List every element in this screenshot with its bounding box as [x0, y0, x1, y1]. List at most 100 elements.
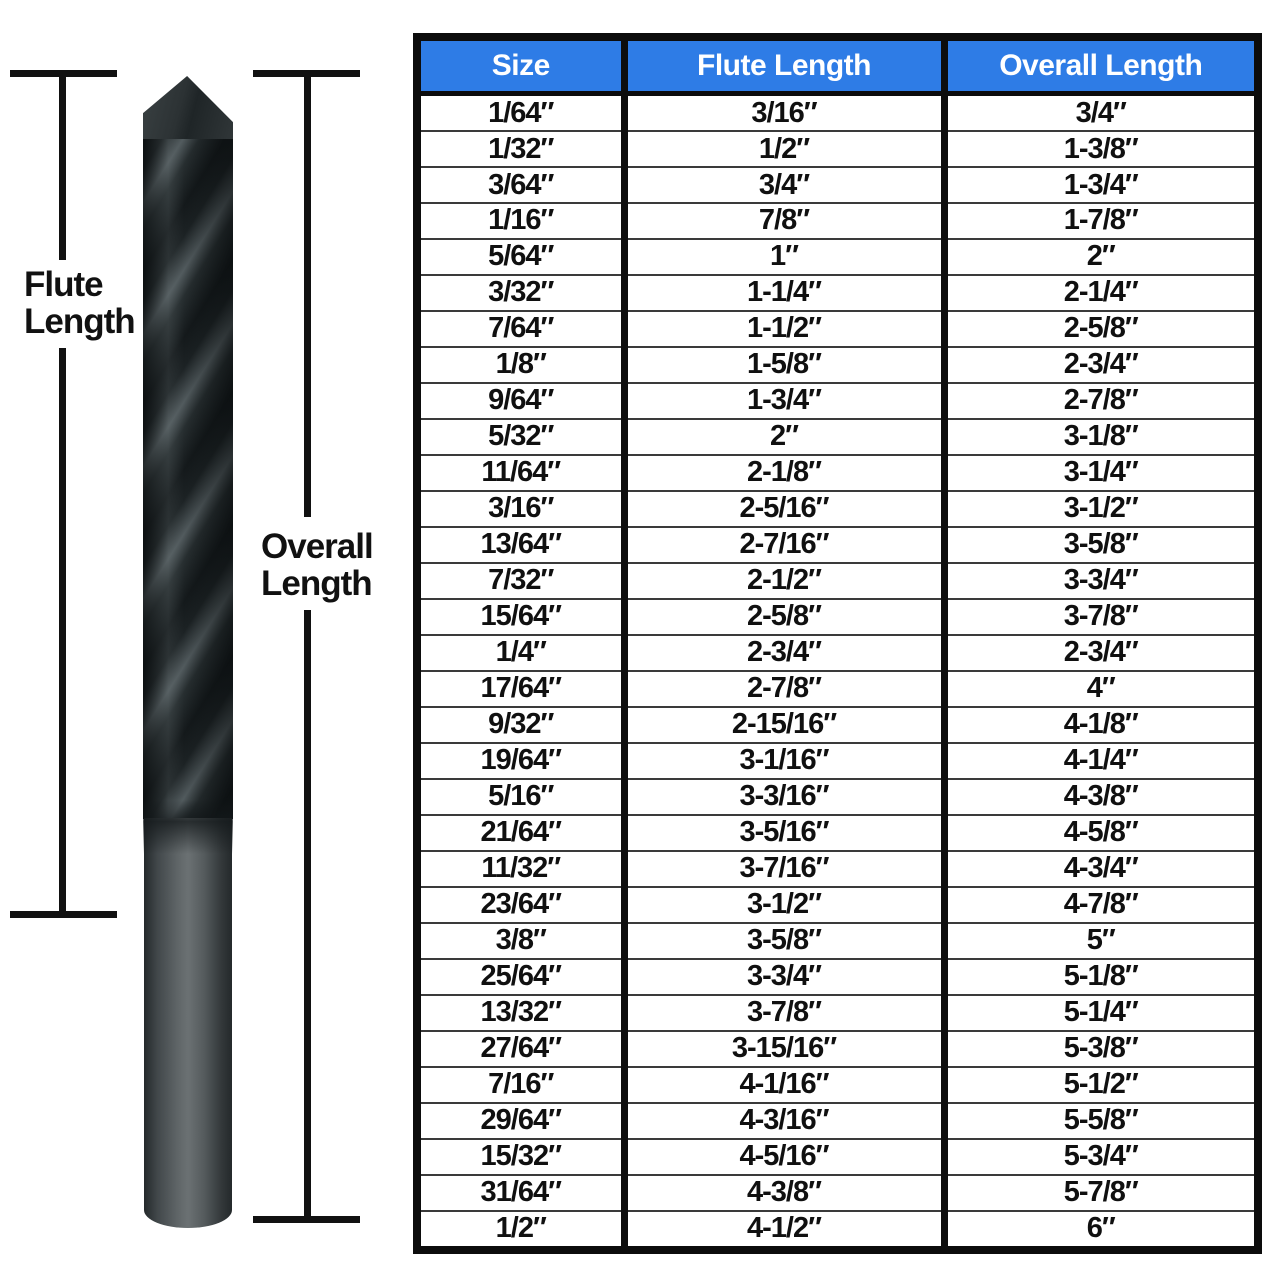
table-cell: 1-1/2″	[620, 309, 944, 347]
table-cell: 5-3/4″	[940, 1137, 1258, 1175]
table-cell: 3-5/8″	[620, 921, 944, 959]
table-row: 13/64″ 2-7/16″ 3-5/8″	[417, 525, 1258, 563]
table-row: 29/64″ 4-3/16″ 5-5/8″	[417, 1101, 1258, 1139]
table-cell: 29/64″	[417, 1101, 624, 1139]
column-header-overall-length: Overall Length	[940, 37, 1258, 96]
table-row: 25/64″ 3-3/4″ 5-1/8″	[417, 957, 1258, 995]
table-cell: 3-1/2″	[620, 885, 944, 923]
table-cell: 2-7/8″	[620, 669, 944, 707]
table-row: 7/32″ 2-1/2″ 3-3/4″	[417, 561, 1258, 599]
table-cell: 3-5/16″	[620, 813, 944, 851]
table-cell: 5-1/4″	[940, 993, 1258, 1031]
table-cell: 4-1/4″	[940, 741, 1258, 779]
table-cell: 2-7/8″	[940, 381, 1258, 419]
table-cell: 5-7/8″	[940, 1173, 1258, 1211]
table-cell: 1-3/4″	[940, 166, 1258, 203]
table-cell: 1/4″	[417, 633, 624, 671]
table-cell: 11/32″	[417, 849, 624, 887]
table-cell: 23/64″	[417, 885, 624, 923]
table-cell: 4-3/8″	[940, 777, 1258, 815]
table-cell: 4-1/8″	[940, 705, 1258, 743]
table-row: 5/64″ 1″ 2″	[417, 237, 1258, 275]
table-cell: 15/64″	[417, 597, 624, 635]
table-row: 11/64″ 2-1/8″ 3-1/4″	[417, 453, 1258, 491]
flute-dim-lower-segment	[59, 348, 66, 914]
table-cell: 9/32″	[417, 705, 624, 743]
table-cell: 2″	[940, 237, 1258, 275]
table-row: 21/64″ 3-5/16″ 4-5/8″	[417, 813, 1258, 851]
table-cell: 7/32″	[417, 561, 624, 599]
table-cell: 3-3/4″	[940, 561, 1258, 599]
column-header-size: Size	[417, 37, 624, 96]
size-table-body: 1/64″ 3/16″ 3/4″ 1/32″ 1/2″ 1-3/8″ 3/64″ 3/4″ 1-…	[417, 93, 1258, 1250]
table-row: 3/32″ 1-1/4″ 2-1/4″	[417, 273, 1258, 311]
size-table: Size Flute Length Overall Length 1/64″ 3/…	[413, 33, 1262, 1254]
table-cell: 3/32″	[417, 273, 624, 311]
table-cell: 5-1/8″	[940, 957, 1258, 995]
table-cell: 4-7/8″	[940, 885, 1258, 923]
table-cell: 1″	[620, 237, 944, 275]
drill-shank	[144, 818, 232, 1228]
table-row: 19/64″ 3-1/16″ 4-1/4″	[417, 741, 1258, 779]
overall-dim-bottom-cap	[253, 1216, 360, 1223]
table-cell: 1/2″	[620, 130, 944, 168]
table-cell: 1-7/8″	[940, 202, 1258, 239]
table-cell: 1-5/8″	[620, 345, 944, 383]
table-cell: 3-5/8″	[940, 525, 1258, 563]
table-cell: 3/16″	[620, 93, 944, 132]
table-cell: 5/16″	[417, 777, 624, 815]
table-row: 7/16″ 4-1/16″ 5-1/2″	[417, 1065, 1258, 1103]
table-cell: 5-3/8″	[940, 1029, 1258, 1067]
table-cell: 27/64″	[417, 1029, 624, 1067]
table-row: 9/32″ 2-15/16″ 4-1/8″	[417, 705, 1258, 743]
table-cell: 2″	[620, 417, 944, 455]
table-cell: 3-1/8″	[940, 417, 1258, 455]
table-row: 31/64″ 4-3/8″ 5-7/8″	[417, 1173, 1258, 1211]
table-cell: 13/64″	[417, 525, 624, 563]
table-row: 7/64″ 1-1/2″ 2-5/8″	[417, 309, 1258, 347]
table-cell: 4-3/4″	[940, 849, 1258, 887]
table-cell: 5/64″	[417, 237, 624, 275]
table-cell: 3-7/8″	[940, 597, 1258, 635]
table-row: 3/64″ 3/4″ 1-3/4″	[417, 166, 1258, 203]
table-cell: 7/64″	[417, 309, 624, 347]
table-cell: 1/64″	[488, 96, 554, 129]
table-cell: 3-15/16″	[620, 1029, 944, 1067]
table-cell: 1/16″	[417, 202, 624, 239]
table-cell: 2-5/16″	[620, 489, 944, 527]
table-row: 15/32″ 4-5/16″ 5-3/4″	[417, 1137, 1258, 1175]
flute-dim-bottom-cap	[10, 911, 117, 918]
table-cell: 4″	[940, 669, 1258, 707]
table-cell: 15/32″	[417, 1137, 624, 1175]
table-cell: 3-1/16″	[620, 741, 944, 779]
table-cell: 2-7/16″	[620, 525, 944, 563]
table-cell: 13/32″	[417, 993, 624, 1031]
table-row: 11/32″ 3-7/16″ 4-3/4″	[417, 849, 1258, 887]
size-table-header: Size Flute Length Overall Length	[417, 37, 1258, 96]
table-cell: 3-1/4″	[940, 453, 1258, 491]
table-cell: 3/64″	[417, 166, 624, 203]
table-cell: 1-3/8″	[940, 130, 1258, 168]
table-cell: 4-3/16″	[620, 1101, 944, 1139]
table-cell: 1/32″	[417, 130, 624, 168]
flute-dim-upper-segment	[59, 70, 66, 260]
table-cell: 2-5/8″	[940, 309, 1258, 347]
table-cell: 5″	[940, 921, 1258, 959]
table-row: 27/64″ 3-15/16″ 5-3/8″	[417, 1029, 1258, 1067]
flute-length-label: Flute Length	[24, 265, 136, 341]
table-cell: 11/64″	[417, 453, 624, 491]
table-cell: 2-3/4″	[940, 345, 1258, 383]
table-row: 1/8″ 1-5/8″ 2-3/4″	[417, 345, 1258, 383]
table-cell: 6″	[940, 1209, 1258, 1250]
table-cell: 3/8″	[417, 921, 624, 959]
table-row: 23/64″ 3-1/2″ 4-7/8″	[417, 885, 1258, 923]
table-cell: 1-1/4″	[620, 273, 944, 311]
table-row: 13/32″ 3-7/8″ 5-1/4″	[417, 993, 1258, 1031]
table-row: 1/32″ 1/2″ 1-3/8″	[417, 130, 1258, 168]
table-row: 17/64″ 2-7/8″ 4″	[417, 669, 1258, 707]
table-cell: 3/16″	[417, 489, 624, 527]
table-cell: 2-3/4″	[940, 633, 1258, 671]
table-cell: 2-3/4″	[620, 633, 944, 671]
table-cell: 2-1/4″	[940, 273, 1258, 311]
